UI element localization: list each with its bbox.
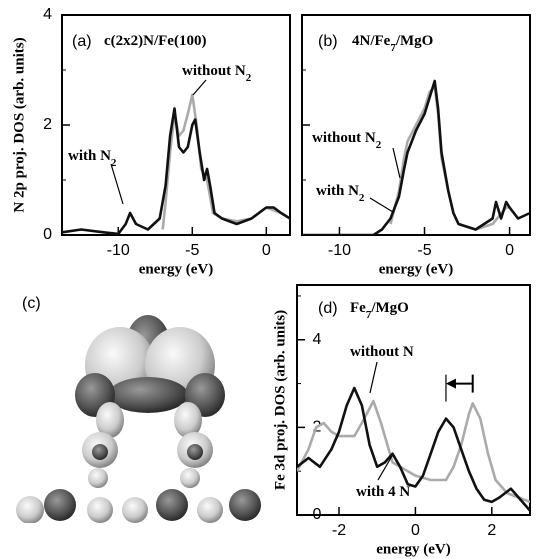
series-line <box>62 107 290 235</box>
y-tick-label: 0 <box>313 506 322 523</box>
panel-title-part: /MgO <box>395 33 434 49</box>
series-line <box>297 399 530 504</box>
y-tick-label: 2 <box>43 116 52 133</box>
series-line <box>161 93 290 230</box>
panel-label: (c) <box>22 295 41 312</box>
series-label: with N2 <box>316 183 365 203</box>
x-axis-label: energy (eV) <box>139 261 214 277</box>
series-label: without N2 <box>182 63 252 83</box>
x-axis-label: energy (eV) <box>376 541 451 557</box>
series-label-part: 2 <box>111 157 117 169</box>
x-tick-label: 0 <box>411 522 420 539</box>
series-label-part: 2 <box>359 192 365 204</box>
label-pointer <box>369 361 378 394</box>
shift-arrow-head <box>445 378 456 389</box>
label-pointer <box>392 147 401 179</box>
series-label-part: without N <box>350 344 414 360</box>
y-tick-label: 0 <box>43 226 52 243</box>
series-label-part: with 4 N <box>356 484 410 500</box>
label-pointer <box>110 163 124 205</box>
x-tick-label: 2 <box>487 522 496 539</box>
panel-title: Fe7/MgO <box>350 300 409 320</box>
x-tick-label: 0 <box>262 242 271 259</box>
panel-title-part: 7 <box>366 309 372 321</box>
label-pointer <box>377 455 393 481</box>
x-tick-label: -5 <box>417 242 431 259</box>
series-label-part: without N <box>182 63 246 79</box>
x-tick-label: -2 <box>332 522 346 539</box>
plot-frame <box>296 284 531 516</box>
x-tick-label: -10 <box>328 242 351 259</box>
panel-title-part: 7 <box>390 42 396 54</box>
series-label: without N <box>350 344 414 360</box>
x-tick-label: 0 <box>505 242 514 259</box>
panel-title-part: /MgO <box>370 300 409 316</box>
x-tick-label: -5 <box>185 242 199 259</box>
label-pointer <box>192 79 207 96</box>
panel-title-part: 4N/Fe <box>352 33 391 49</box>
panel-title: 4N/Fe7/MgO <box>352 33 433 53</box>
y-tick-label: 4 <box>313 331 322 348</box>
panel-title: c(2x2)N/Fe(100) <box>104 33 206 49</box>
series-label: with 4 N <box>356 484 410 500</box>
y-axis-label: N 2p proj. DOS (arb. units) <box>11 37 27 212</box>
panel-label: (b) <box>318 33 338 50</box>
series-label: without N2 <box>312 130 382 150</box>
label-pointer <box>369 197 394 213</box>
series-label-part: with N <box>68 148 111 164</box>
x-axis-label: energy (eV) <box>379 261 454 277</box>
panel-c-image <box>0 315 261 559</box>
panel-label: (d) <box>318 300 338 317</box>
series-line <box>302 79 530 235</box>
panel-title-part: Fe <box>350 300 366 316</box>
y-axis-label: Fe 3d proj. DOS (arb. units) <box>272 310 288 490</box>
series-label-part: 2 <box>376 139 382 151</box>
series-line <box>297 386 530 512</box>
panel-title-part: c(2x2)N/Fe(100) <box>104 33 206 49</box>
y-tick-label: 4 <box>43 6 52 23</box>
series-label-part: with N <box>316 183 359 199</box>
series-label-part: without N <box>312 130 376 146</box>
series-label: with N2 <box>68 148 117 168</box>
series-label-part: 2 <box>246 72 252 84</box>
panel-label: (a) <box>72 33 92 50</box>
x-tick-label: -10 <box>107 242 130 259</box>
